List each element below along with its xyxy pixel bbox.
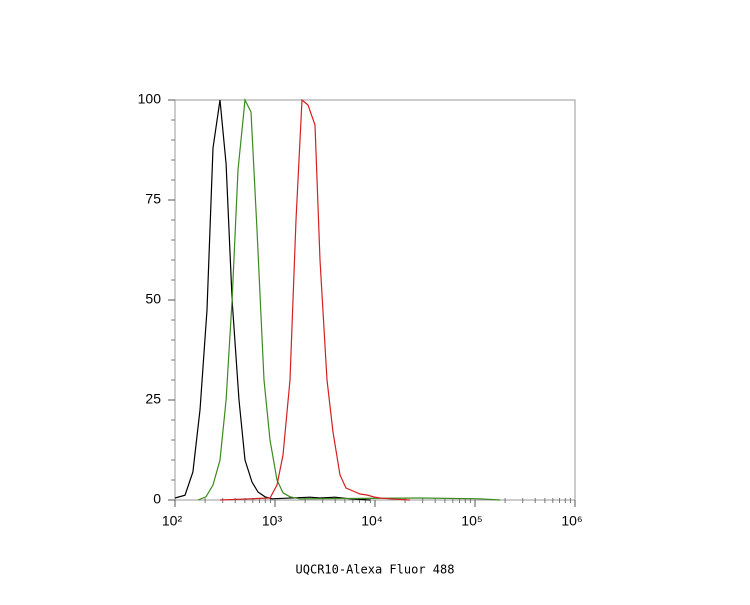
series-line — [219, 98, 411, 501]
series-line — [174, 99, 371, 501]
y-tick-label: 75 — [145, 191, 161, 207]
y-tick-label: 100 — [138, 91, 162, 107]
x-tick-label: 10⁴ — [361, 513, 383, 529]
y-tick-label: 50 — [145, 291, 161, 307]
x-tick-label: 10³ — [262, 513, 283, 529]
y-tick-label: 0 — [153, 491, 161, 507]
x-tick-label: 10⁵ — [461, 513, 482, 529]
y-tick-label: 25 — [145, 391, 161, 407]
x-axis-label: UQCR10-Alexa Fluor 488 — [296, 563, 455, 577]
plot-frame — [174, 99, 576, 501]
x-tick-label: 10² — [162, 513, 183, 529]
series-line — [197, 97, 501, 501]
x-tick-label: 10⁶ — [561, 513, 582, 529]
